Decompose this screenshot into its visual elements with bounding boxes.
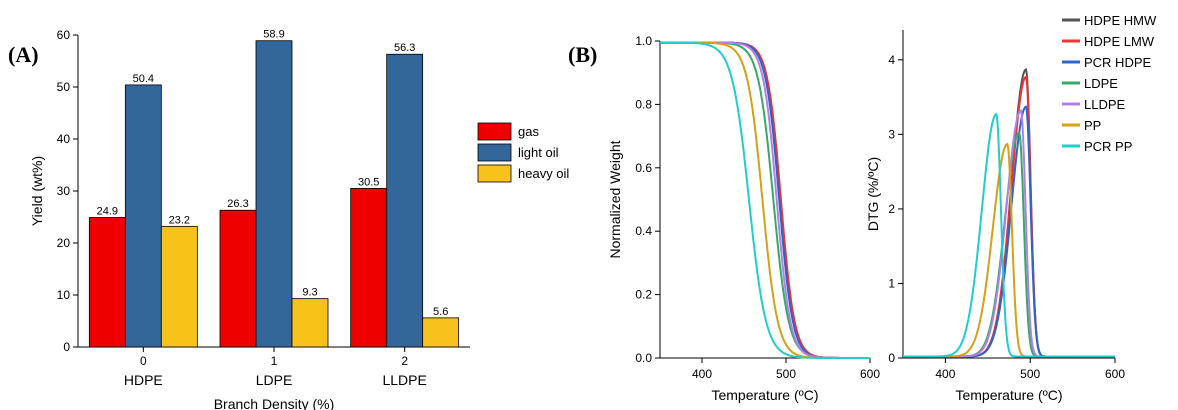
y-tick-label: 50 [57, 80, 71, 94]
bar-data-label: 5.6 [433, 306, 448, 318]
bar-data-label: 23.2 [169, 214, 190, 226]
y-tick-label: 30 [57, 184, 71, 198]
y-axis-title: Yield (wt%) [29, 156, 45, 226]
bar-data-label: 58.9 [263, 29, 284, 41]
x-tick-label: 2 [401, 354, 408, 368]
bar [350, 187, 388, 348]
y-tick-label: 4 [888, 53, 895, 67]
y-axis-title: DTG (%/ºC) [865, 157, 881, 231]
y-tick-label: 0.6 [635, 161, 652, 175]
x-tick-label: 400 [692, 367, 712, 381]
x-tick-label: 0 [140, 354, 147, 368]
x-category-name: HDPE [124, 372, 163, 388]
legend-swatch [477, 122, 512, 141]
x-category-name: LLDPE [382, 372, 426, 388]
bar-chart: 0 10 20 30 40 50 60 0 HDPE 24.9 50.4 23.2 1 LDPE 26.3 5… [29, 28, 569, 410]
y-tick-label: 0.4 [635, 224, 652, 238]
tg-chart: 0.0 0.2 0.4 0.6 0.8 1.0 400 500 600 Normalized We… [607, 34, 880, 403]
dtg-series-line [903, 142, 1115, 358]
panel-b-label: (B) [568, 42, 597, 67]
legend-label: LLDPE [1084, 97, 1126, 112]
y-tick-label: 0 [888, 351, 895, 365]
bar [422, 317, 460, 348]
bar-data-label: 26.3 [227, 198, 248, 210]
legend-swatch [477, 164, 512, 183]
y-tick-label: 3 [888, 127, 895, 141]
legend-label: PP [1084, 118, 1101, 133]
y-tick-label: 0 [63, 340, 70, 354]
bar-data-label: 56.3 [394, 42, 415, 54]
y-tick-label: 10 [57, 288, 71, 302]
bar-data-label: 50.4 [133, 73, 154, 85]
bar [88, 217, 126, 348]
x-tick-label: 600 [1105, 367, 1125, 381]
y-tick-label: 0.8 [635, 97, 652, 111]
legend-label: PCR HDPE [1084, 55, 1152, 70]
bar-data-label: 30.5 [358, 176, 379, 188]
bar [291, 298, 329, 348]
y-tick-label: 60 [57, 28, 71, 42]
bar [255, 40, 293, 348]
legend-b: HDPE HMW HDPE LMW PCR HDPE LDPE LLDPE PP PCR P… [1062, 13, 1157, 154]
bar [160, 225, 198, 348]
legend-label: gas [518, 124, 539, 139]
x-tick-label: 500 [776, 367, 796, 381]
y-tick-label: 20 [57, 236, 71, 250]
dtg-chart: 0 1 2 3 4 400 500 600 DTG (%/ºC) Temperature (ºC) [865, 30, 1125, 403]
bar-data-label: 24.9 [97, 206, 118, 218]
bar [219, 209, 257, 348]
bar [124, 84, 162, 348]
y-tick-label: 2 [888, 202, 895, 216]
legend-label: PCR PP [1084, 139, 1132, 154]
bar-data-label: 9.3 [302, 287, 317, 299]
x-tick-label: 400 [935, 367, 955, 381]
y-tick-label: 40 [57, 132, 71, 146]
x-tick-label: 500 [1020, 367, 1040, 381]
tg-series-line [660, 41, 870, 359]
x-axis-title: Temperature (ºC) [955, 387, 1062, 403]
dtg-series-line [903, 112, 1115, 358]
bar [386, 53, 424, 348]
x-tick-label: 1 [271, 354, 278, 368]
x-axis-title: Branch Density (%) [214, 396, 335, 410]
y-tick-label: 0.2 [635, 288, 652, 302]
legend-label: HDPE LMW [1084, 34, 1155, 49]
legend-label: heavy oil [518, 166, 569, 181]
x-tick-label: 600 [860, 367, 880, 381]
tg-series-line [660, 41, 870, 359]
y-tick-label: 1.0 [635, 34, 652, 48]
legend-swatch [477, 143, 512, 162]
x-axis-title: Temperature (ºC) [711, 387, 818, 403]
legend-label: light oil [518, 145, 559, 160]
legend-label: LDPE [1084, 76, 1118, 91]
panel-a-label: (A) [8, 42, 39, 67]
y-tick-label: 0.0 [635, 351, 652, 365]
x-category-name: LDPE [256, 372, 293, 388]
y-axis-title: Normalized Weight [607, 140, 623, 258]
y-tick-label: 1 [888, 276, 895, 290]
legend-label: HDPE HMW [1084, 13, 1157, 28]
